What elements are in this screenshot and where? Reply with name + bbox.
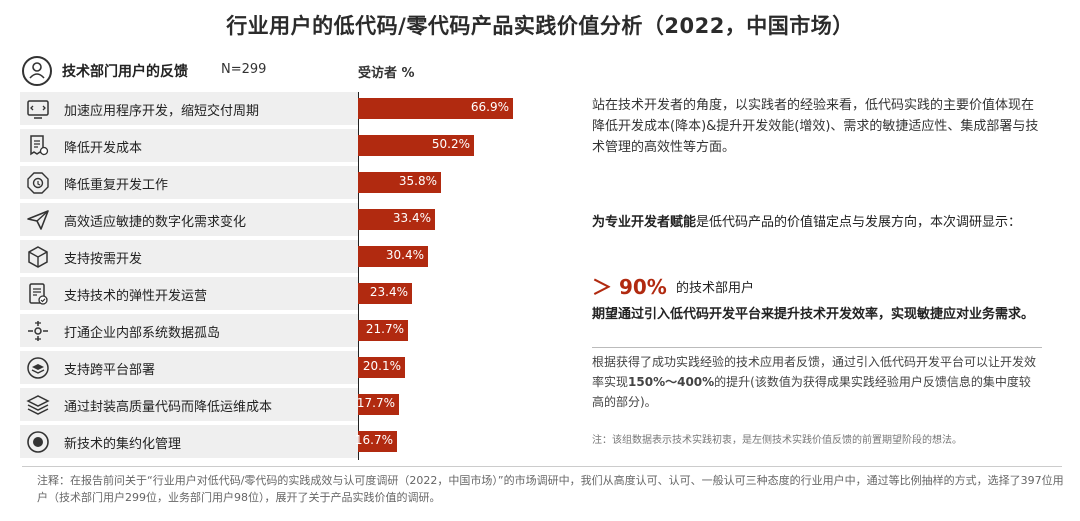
row-background [20,92,358,125]
efficiency-range: 150%～400% [628,375,715,389]
bar-row: 降低开发成本 50.2% [20,129,536,162]
chart-header: 技术部门用户的反馈 N=299 受访者 % [22,56,522,86]
value-label: 30.4% [385,248,424,262]
code-window-icon [26,97,50,121]
row-background [20,314,358,347]
user-circle-icon [22,56,52,86]
bar [358,394,399,415]
category-label: 支持技术的弹性开发运营 [64,289,208,304]
bar-row: 支持按需开发 30.4% [20,240,536,273]
row-background [20,425,358,458]
row-background [20,129,358,162]
chart-header-label: 技术部门用户的反馈 [62,64,188,80]
bar-row: 高效适应敏捷的数字化需求变化 33.4% [20,203,536,236]
network-link-icon [26,319,50,343]
value-label: 66.9% [470,100,509,114]
respondents-percent-label: 受访者 % [358,66,415,81]
empowerment-bold: 为专业开发者赋能 [592,215,697,230]
footer-divider [22,466,1062,467]
efficiency-text-a: 根据获得了成功实践经验的技术应用者反馈，通过引入低代码开发平台可以让开发效率实现 [592,355,1037,389]
expectation-paragraph: 期望通过引入低代码开发平台来提升技术开发效率，实现敏捷应对业务需求。 [592,307,1035,322]
row-background [20,388,358,421]
big-stat-suffix: 的技术部用户 [676,281,755,296]
category-label: 支持跨平台部署 [64,363,156,378]
stack-icon [26,393,50,417]
row-background [20,240,358,273]
bar [358,209,435,230]
value-label: 16.7% [354,433,393,447]
page-title: 行业用户的低代码/零代码产品实践价值分析（2022，中国市场） [226,14,854,38]
value-label: 17.7% [356,396,395,410]
bar-row: 加速应用程序开发，缩短交付周期 66.9% [20,92,536,125]
value-label: 35.8% [398,174,437,188]
value-label: 21.7% [365,322,404,336]
bar-row: 支持跨平台部署 20.1% [20,351,536,384]
refresh-circle-icon [26,171,50,195]
target-icon [26,430,50,454]
bar-row: 支持技术的弹性开发运营 23.4% [20,277,536,310]
value-label: 20.1% [362,359,401,373]
category-label: 新技术的集约化管理 [64,437,182,452]
bar [358,283,412,304]
footer-note: 注释：在报告前问关于“行业用户对低代码/零代码的实践成效与认可度调研（2022，… [37,474,1064,504]
cube-icon [26,245,50,269]
category-label: 通过封装高质量代码而降低运维成本 [64,400,273,415]
bar [358,320,408,341]
empowerment-paragraph: 为专业开发者赋能是低代码产品的价值锚定点与发展方向，本次调研显示： [592,212,1042,234]
category-label: 降低重复开发工作 [64,178,169,193]
value-label: 33.4% [392,211,431,225]
value-label: 23.4% [369,285,408,299]
note-text: 注：该组数据表示技术实践初衷，是左侧技术实践价值反馈的前置期望阶段的想法。 [592,435,962,446]
bar [358,135,474,156]
bar [358,431,397,452]
value-label: 50.2% [431,137,470,151]
bar-row: 新技术的集约化管理 16.7% [20,425,536,458]
paper-plane-icon [26,208,50,232]
row-background [20,277,358,310]
row-background [20,203,358,236]
row-background [20,166,358,199]
summary-paragraph: 站在技术开发者的角度，以实践者的经验来看，低代码实践的主要价值体现在降低开发成本… [592,98,1039,155]
category-label: 降低开发成本 [64,141,143,156]
document-check-icon [26,282,50,306]
category-label: 打通企业内部系统数据孤岛 [64,326,221,341]
category-label: 支持按需开发 [64,252,143,267]
bar-row: 通过封装高质量代码而降低运维成本 17.7% [20,388,536,421]
bar-row: 降低重复开发工作 35.8% [20,166,536,199]
bar [358,98,513,119]
efficiency-text-b: 的提升(该数值为获得成果实践经验用户反馈信息的集中度较高的部分)。 [592,375,1031,409]
layers-circle-icon [26,356,50,380]
bar [358,246,428,267]
category-label: 高效适应敏捷的数字化需求变化 [64,215,247,230]
bar-row: 打通企业内部系统数据孤岛 21.7% [20,314,536,347]
efficiency-paragraph: 根据获得了成功实践经验的技术应用者反馈，通过引入低代码开发平台可以让开发效率实现… [592,352,1042,412]
axis-line [358,92,359,460]
bar-chart: 加速应用程序开发，缩短交付周期 66.9% 降低开发成本 50.2% 降低重复开发工作 3… [20,92,536,460]
bar [358,172,441,193]
row-background [20,351,358,384]
sample-size: N=299 [221,62,267,77]
cost-receipt-icon [26,134,50,158]
bar [358,357,405,378]
divider [592,347,1042,348]
big-stat: ＞ 90% [592,275,667,299]
empowerment-rest: 是低代码产品的价值锚定点与发展方向，本次调研显示： [696,215,1022,230]
category-label: 加速应用程序开发，缩短交付周期 [64,104,260,119]
